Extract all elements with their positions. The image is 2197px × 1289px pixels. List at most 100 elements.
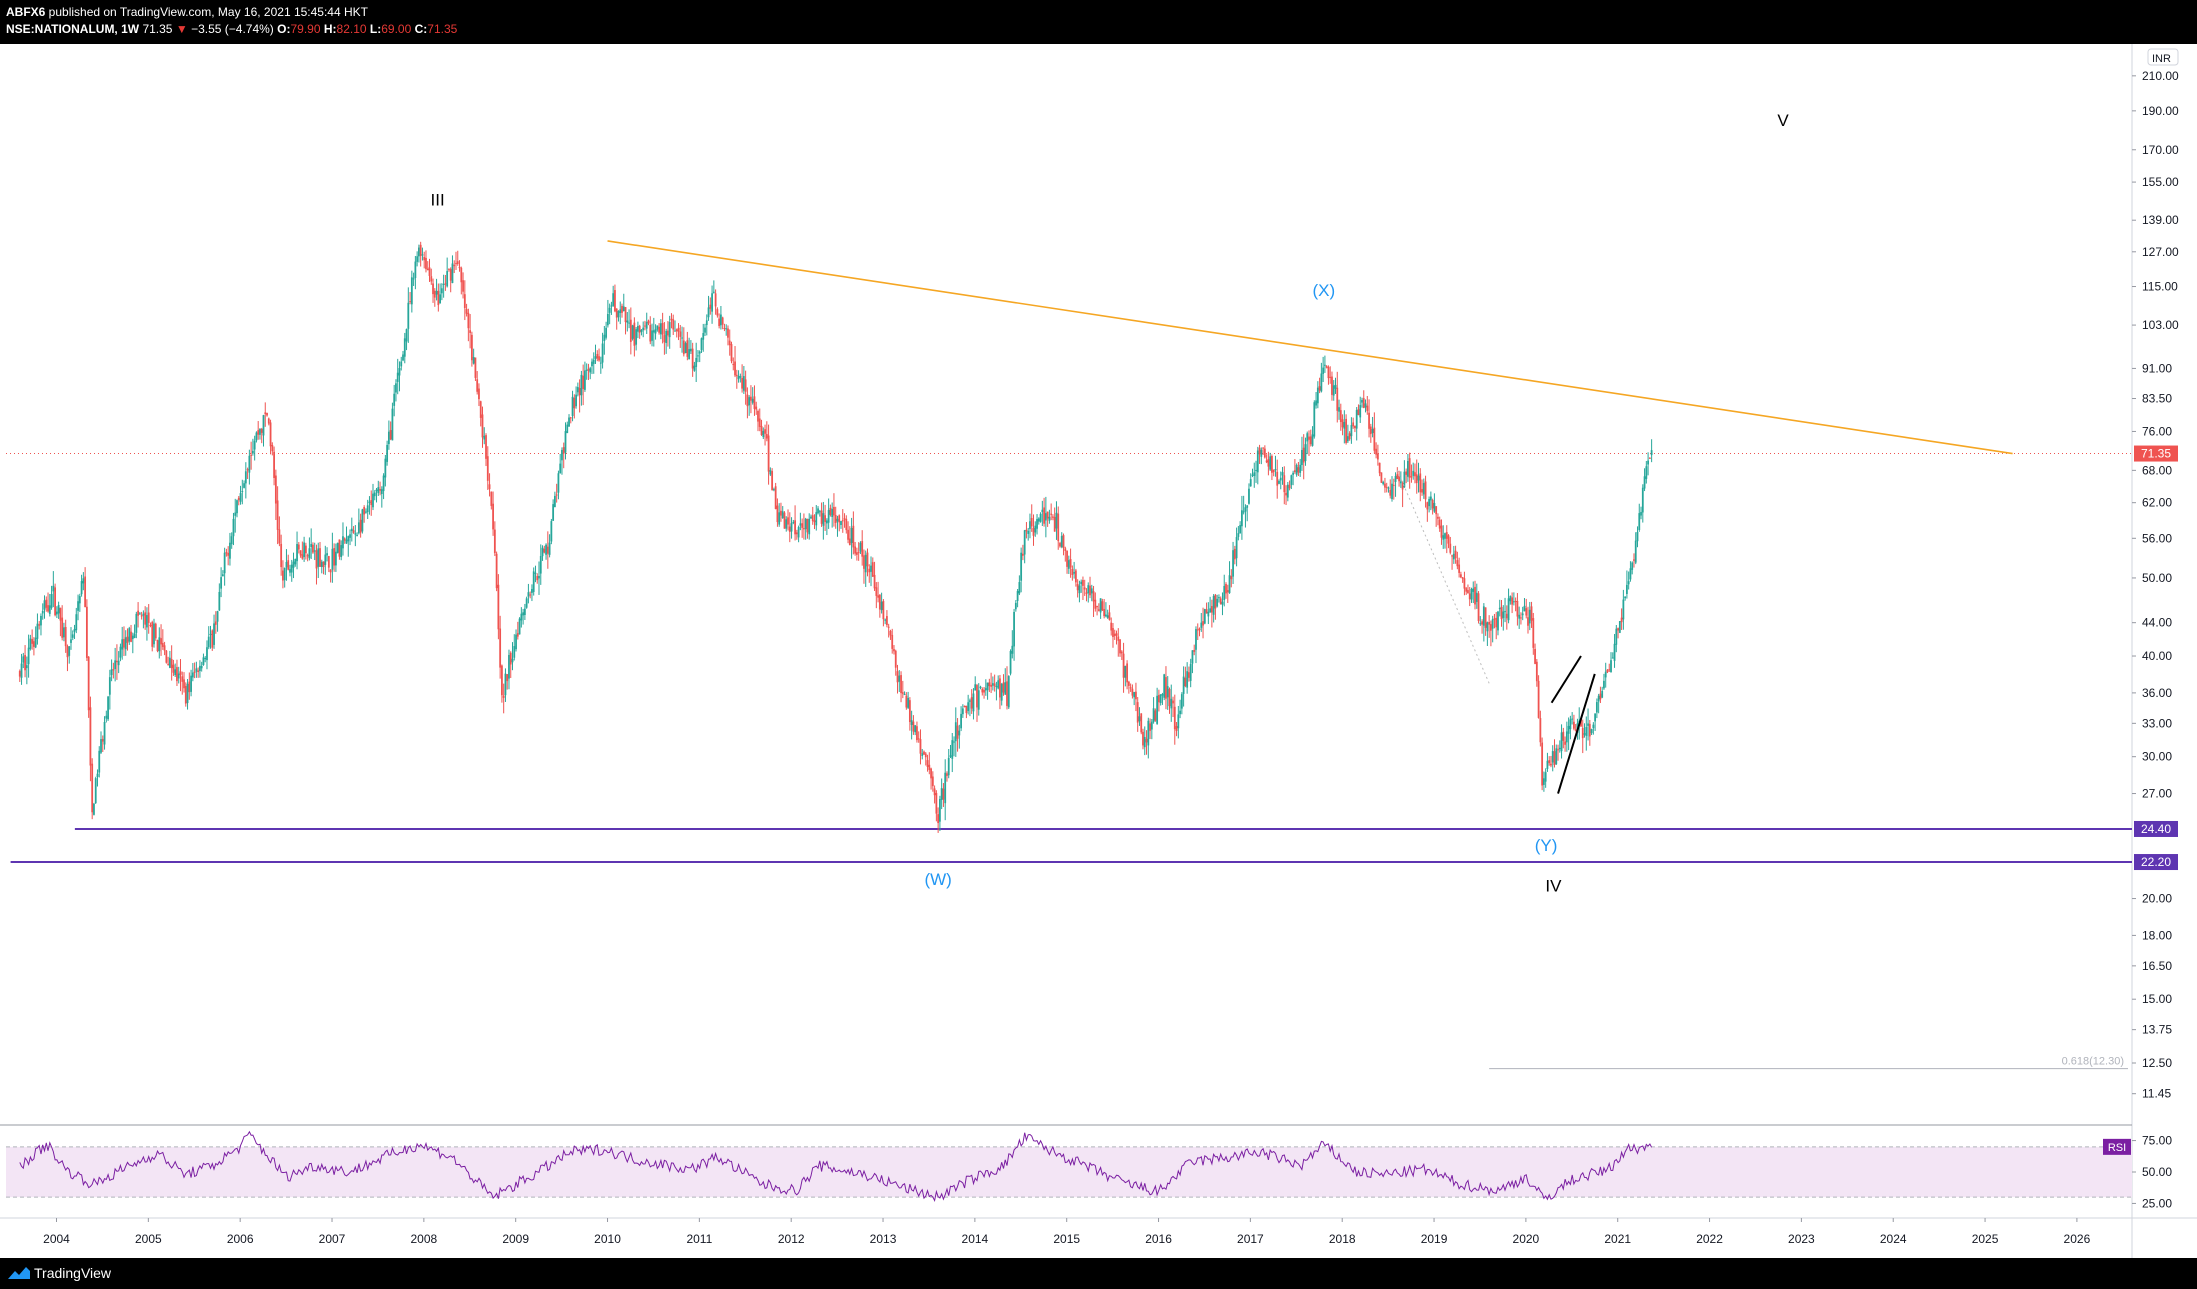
candle-body [40, 615, 42, 626]
candle-body [1498, 607, 1501, 610]
candle-body [1057, 513, 1060, 542]
candle-body [260, 428, 263, 433]
candle-body [197, 670, 200, 673]
candle-body [1105, 614, 1107, 617]
candle-body [278, 529, 281, 544]
candle-body [1191, 650, 1194, 664]
candle-body [702, 333, 705, 340]
rsi-legend-badge[interactable] [2103, 1138, 2131, 1155]
candle-body [691, 348, 694, 369]
candle-body [453, 265, 456, 267]
rsi-tick-label: 25.00 [2142, 1196, 2172, 1210]
candle-body [974, 684, 977, 691]
candle-body [342, 536, 344, 549]
candle-body [990, 684, 993, 687]
candle-body [1140, 713, 1143, 733]
resistance-trendline[interactable] [607, 240, 2013, 455]
wedge-line[interactable] [1550, 655, 1582, 704]
candle-body [1023, 530, 1026, 555]
candle-body [66, 646, 69, 658]
tradingview-logo-icon[interactable] [8, 1266, 30, 1280]
candle-body [186, 683, 189, 704]
main-pane[interactable] [6, 44, 2132, 1124]
candle-body [645, 322, 648, 329]
time-tick-label: 2005 [135, 1232, 162, 1246]
price-tick-label: 11.45 [2142, 1087, 2171, 1101]
candle-body [1618, 621, 1621, 633]
candle-body [306, 555, 309, 557]
candle-body [1343, 421, 1346, 429]
candle-body [303, 542, 306, 558]
candle-body [753, 396, 756, 409]
candle-body [1429, 496, 1432, 501]
candle-body [315, 550, 318, 569]
candle-body [1161, 694, 1164, 696]
price-tick-label: 210.00 [2142, 69, 2179, 83]
currency-badge[interactable] [2147, 48, 2179, 66]
candle-body [1122, 653, 1125, 678]
candle-body [149, 625, 152, 627]
wedge-line[interactable] [1557, 673, 1596, 794]
candle-body [854, 546, 857, 554]
candle-body [499, 628, 502, 668]
candle-body [640, 329, 643, 332]
candle-body [1198, 628, 1201, 631]
candle-body [806, 518, 809, 533]
time-tick-label: 2008 [411, 1232, 438, 1246]
candle-body [1034, 525, 1037, 533]
candle-body [621, 305, 623, 313]
candle-body [1641, 487, 1644, 513]
candle-body [1451, 555, 1453, 557]
candle-body [513, 646, 516, 658]
candle-body [160, 638, 162, 645]
candle-body [928, 764, 931, 770]
candle-body [1629, 568, 1632, 580]
candle-body [359, 519, 362, 533]
candle-body [1452, 553, 1455, 560]
candle-body [1424, 481, 1427, 500]
candle-body [871, 562, 874, 577]
candle-body [476, 379, 479, 392]
candle-body [596, 353, 599, 359]
candle-body [1225, 583, 1227, 594]
candle-body [391, 408, 394, 441]
candle-body [1060, 535, 1063, 548]
candle-body [919, 739, 922, 754]
candle-body [55, 611, 58, 615]
publisher-name[interactable]: ABFX6 [6, 5, 46, 19]
candle-body [718, 318, 721, 327]
candle-body [1014, 602, 1017, 610]
candle-body [59, 607, 62, 621]
dotted-trend-line[interactable] [1396, 470, 1490, 684]
candle-body [1283, 475, 1286, 493]
candle-body [817, 508, 819, 514]
rsi-line[interactable] [19, 1130, 1653, 1202]
candle-body [910, 720, 913, 725]
candle-body [1435, 506, 1438, 515]
candle-body [100, 739, 102, 753]
candle-body [267, 418, 270, 424]
candle-body [483, 435, 486, 440]
candle-body [1037, 518, 1040, 522]
candle-body [1249, 479, 1252, 487]
candle-body [1359, 405, 1362, 418]
candle-body [1219, 598, 1222, 605]
time-tick-label: 2024 [1880, 1232, 1907, 1246]
price-chart[interactable]: 210.00 190.00 170.00 155.00 139.00 127.00 115.… [0, 44, 2197, 1258]
candle-body [999, 678, 1001, 698]
candle-body [243, 483, 245, 488]
candle-body [1555, 748, 1558, 765]
candle-body [755, 406, 758, 410]
candle-body [762, 430, 765, 438]
candle-body [654, 329, 657, 334]
candle-body [29, 638, 32, 649]
candle-body [811, 515, 814, 522]
candle-body [880, 601, 883, 611]
candle-body [472, 357, 475, 364]
candle-body [1106, 615, 1109, 618]
footer-brand[interactable]: TradingView [34, 1265, 112, 1281]
candle-body [18, 671, 21, 677]
candle-body [283, 567, 286, 581]
candle-body [1449, 543, 1452, 553]
candle-body [522, 612, 525, 616]
